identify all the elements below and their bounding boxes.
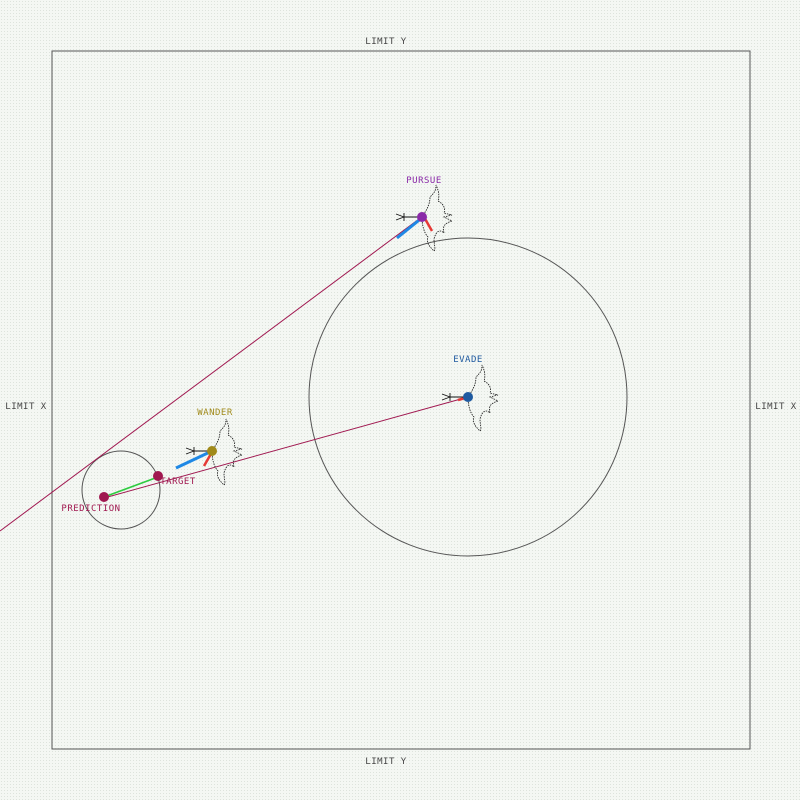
- seek-vector: [103, 476, 159, 498]
- limit-y-top-label: LIMIT Y: [365, 37, 407, 47]
- prediction-point: PREDICTION: [61, 492, 120, 514]
- world-boundary: [51, 50, 751, 750]
- pursue-trace-line: [0, 215, 424, 532]
- pursue-agent: PURSUE: [395, 176, 453, 252]
- target-dot: [153, 471, 163, 481]
- evade-radius-circle: [308, 237, 628, 557]
- evade-agent: EVADE: [441, 355, 499, 432]
- limit-x-right-label: LIMIT X: [755, 402, 797, 412]
- prediction-dot: [99, 492, 109, 502]
- evade-dot: [463, 392, 473, 402]
- prediction-label: PREDICTION: [61, 504, 120, 514]
- wander-velocity-vector: [175, 449, 213, 470]
- wander-label: WANDER: [197, 408, 233, 418]
- evade-trace-line: [103, 396, 469, 499]
- limit-y-bottom-label: LIMIT Y: [365, 757, 407, 767]
- limit-x-left-label: LIMIT X: [5, 402, 47, 412]
- wander-dot: [207, 446, 217, 456]
- evade-label: EVADE: [453, 355, 483, 365]
- target-point: TARGET: [153, 471, 196, 487]
- target-label: TARGET: [160, 477, 196, 487]
- pursue-label: PURSUE: [406, 176, 442, 186]
- pursue-dot: [417, 212, 427, 222]
- wander-circle: [81, 450, 161, 530]
- wander-agent: WANDER: [175, 408, 243, 486]
